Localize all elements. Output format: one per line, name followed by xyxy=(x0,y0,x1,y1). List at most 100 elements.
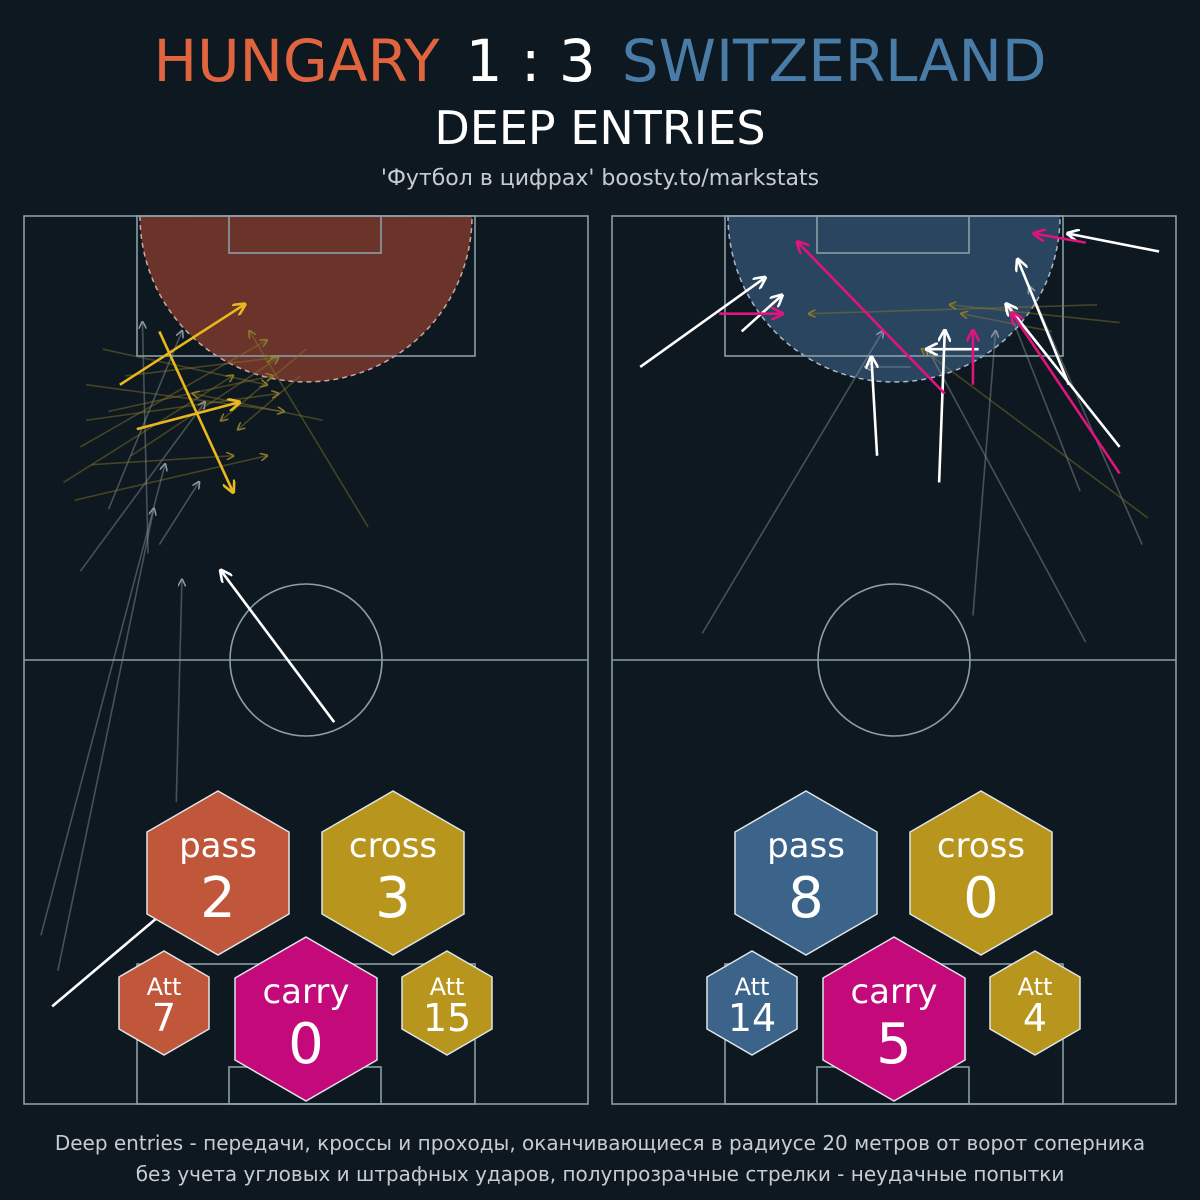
failed-cross-arrow xyxy=(63,376,232,484)
pass-hex-label: pass xyxy=(179,826,257,866)
match-score: 1 : 3 xyxy=(465,27,596,95)
successful-pass-arrow xyxy=(871,358,877,456)
successful-pass-arrow xyxy=(937,331,945,483)
home-team-name: HUNGARY xyxy=(153,27,440,95)
carry-hex-shape xyxy=(234,936,378,1102)
cross-attempts-hex-label: Att xyxy=(430,973,465,1001)
failed-pass-arrow xyxy=(1029,287,1143,545)
failed-cross-arrow xyxy=(125,358,273,377)
danger-zone-hungary xyxy=(139,215,473,383)
failed-pass-arrow xyxy=(79,402,204,572)
six-yard-box-top xyxy=(228,215,382,254)
cross-hex-label: cross xyxy=(937,826,1025,866)
failed-pass-arrow xyxy=(142,323,149,554)
chart-title: DEEP ENTRIES xyxy=(434,101,766,155)
failed-pass-arrow xyxy=(107,331,182,510)
successful-carry-arrow xyxy=(1012,314,1121,475)
failed-pass-arrow xyxy=(175,580,182,803)
cross-attempts-hex-label: Att xyxy=(1018,973,1053,1001)
failed-pass-arrow xyxy=(158,482,198,545)
failed-cross-arrow xyxy=(193,394,324,422)
failed-pass-arrow xyxy=(701,331,882,634)
successful-cross-arrow xyxy=(158,330,232,491)
entry-arrows-hungary xyxy=(40,305,369,1008)
pass-hex-shape xyxy=(734,790,878,956)
successful-pass-arrow xyxy=(221,571,336,723)
failed-cross-arrow xyxy=(950,305,1120,324)
cross-attempts-hex-value: 15 xyxy=(423,996,471,1040)
credit-line: 'Футбол в цифрах' boosty.to/markstats xyxy=(380,166,820,191)
carry-hex-label: carry xyxy=(262,972,349,1012)
center-circle xyxy=(817,583,971,737)
failed-cross-arrow xyxy=(85,394,278,422)
successful-pass-arrow xyxy=(1018,260,1071,386)
failed-cross-arrow xyxy=(922,349,1149,519)
pass-hex-value: 8 xyxy=(788,866,824,931)
pass-hex-label: pass xyxy=(767,826,845,866)
pass-attempts-hex-value: 14 xyxy=(728,996,776,1040)
cross-attempts-hex-shape xyxy=(989,950,1081,1056)
center-circle xyxy=(229,583,383,737)
cross-hex-label: cross xyxy=(349,826,437,866)
match-title: HUNGARY 1 : 3 SWITZERLAND xyxy=(0,26,1200,96)
away-team-name: SWITZERLAND xyxy=(621,27,1047,95)
failed-cross-arrow xyxy=(102,348,267,385)
pass-attempts-hex-label: Att xyxy=(147,973,182,1001)
carry-hex-shape xyxy=(822,936,966,1102)
cross-hex-shape xyxy=(909,790,1053,956)
failed-pass-arrow xyxy=(972,331,996,616)
successful-pass-arrow xyxy=(1007,305,1121,448)
cross-hex-value: 3 xyxy=(375,866,411,931)
failed-pass-arrow xyxy=(928,349,1087,643)
failed-cross-arrow xyxy=(250,331,369,528)
carry-hex-value: 0 xyxy=(288,1012,324,1077)
failed-cross-arrow xyxy=(91,456,233,466)
carry-hex-value: 5 xyxy=(876,1012,912,1077)
successful-cross-arrow xyxy=(119,305,244,386)
failed-cross-arrow xyxy=(74,456,267,501)
carry-hex-label: carry xyxy=(850,972,937,1012)
cross-hex-value: 0 xyxy=(963,866,999,931)
pass-attempts-hex-shape xyxy=(118,950,210,1056)
successful-carry-arrow xyxy=(1035,234,1086,244)
failed-cross-arrow xyxy=(108,376,273,413)
footer-line-1: Deep entries - передачи, кроссы и проход… xyxy=(54,1131,1146,1155)
cross-attempts-hex-shape xyxy=(401,950,493,1056)
entry-arrows-switzerland xyxy=(639,234,1160,643)
successful-cross-arrow xyxy=(136,402,239,431)
failed-cross-arrow xyxy=(130,358,278,457)
cross-attempts-hex-value: 4 xyxy=(1023,996,1047,1040)
successful-carry-arrow xyxy=(798,243,946,395)
pass-hex-shape xyxy=(146,790,290,956)
footer-line-2: без учета угловых и штрафных ударов, пол… xyxy=(135,1162,1065,1186)
failed-cross-arrow xyxy=(80,340,266,448)
failed-pass-arrow xyxy=(57,509,154,971)
failed-cross-arrow xyxy=(238,375,301,429)
header: HUNGARY 1 : 3 SWITZERLAND DEEP ENTRIES 'Фу… xyxy=(0,0,1200,210)
footer-note: Deep entries - передачи, кроссы и проход… xyxy=(0,1128,1200,1190)
pass-attempts-hex-label: Att xyxy=(735,973,770,1001)
six-yard-box-top xyxy=(816,215,970,254)
failed-pass-arrow xyxy=(1007,305,1081,492)
cross-hex-shape xyxy=(321,790,465,956)
pass-attempts-hex-value: 7 xyxy=(152,996,176,1040)
successful-pass-arrow xyxy=(639,278,764,369)
pass-attempts-hex-shape xyxy=(706,950,798,1056)
failed-cross-arrow xyxy=(85,383,283,412)
failed-pass-arrow xyxy=(40,465,165,936)
failed-cross-arrow xyxy=(962,314,1053,333)
